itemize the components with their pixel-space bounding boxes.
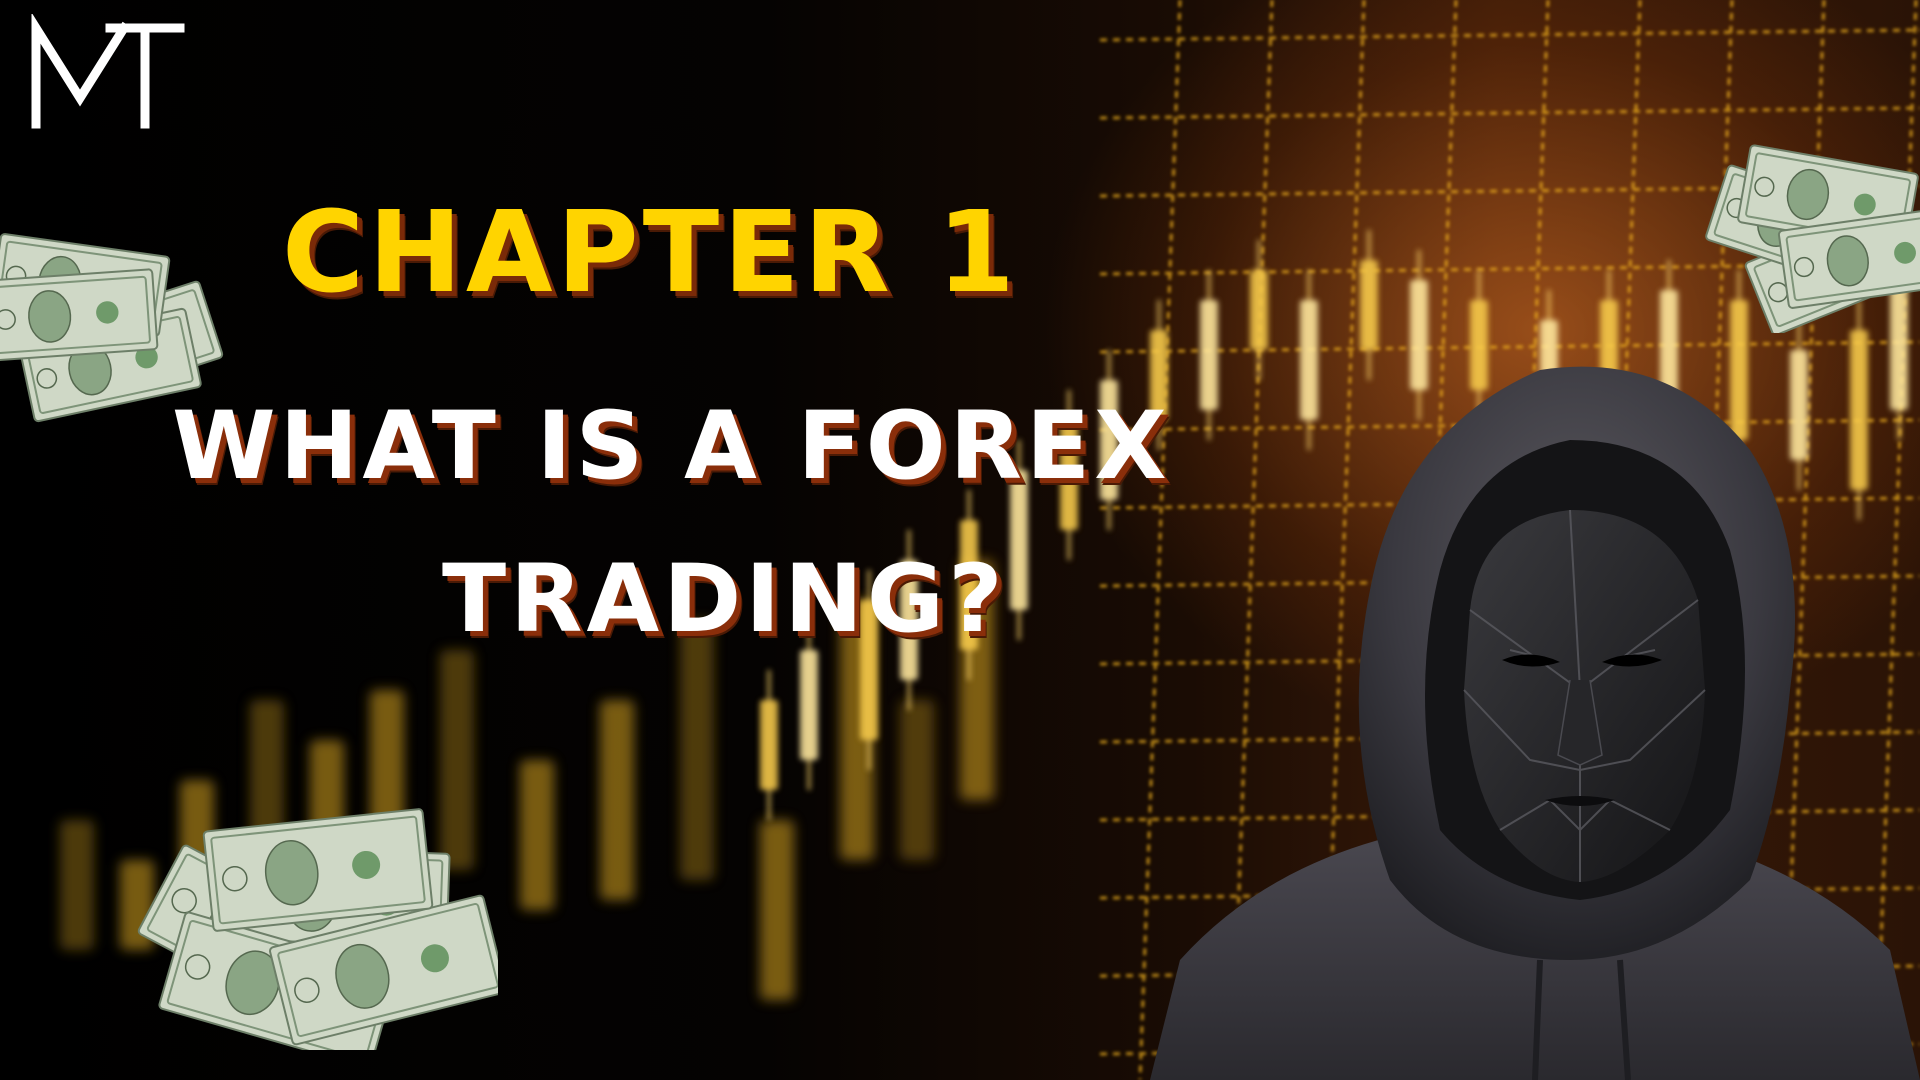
- grid-line: [1099, 28, 1920, 42]
- grid-line: [1099, 652, 1920, 666]
- candle-body: [1010, 470, 1028, 610]
- dollar-bills-icon: [1705, 144, 1920, 333]
- dollar-bill: [1777, 207, 1920, 309]
- candle: [520, 760, 554, 910]
- candle-body: [1100, 380, 1118, 500]
- grid-line: [1099, 340, 1920, 354]
- grid-line: [1099, 418, 1920, 432]
- candle: [600, 700, 634, 900]
- grid-line: [1230, 0, 1274, 1080]
- candle-body: [960, 520, 978, 650]
- headline-line-1: WHAT IS A FOREX: [172, 392, 1171, 501]
- grid-line: [1138, 0, 1182, 1080]
- candle: [680, 620, 714, 880]
- candle-body: [900, 560, 918, 680]
- candle: [760, 820, 794, 1000]
- candle-body: [1060, 420, 1078, 530]
- candle-body: [1790, 350, 1808, 460]
- candle-body: [1360, 260, 1378, 350]
- candle-body: [1200, 300, 1218, 410]
- grid-line: [1099, 106, 1920, 120]
- candle-body: [760, 700, 778, 790]
- mt-logo: [31, 14, 185, 129]
- dollar-bills-icon: [0, 233, 224, 423]
- candle-body: [1410, 280, 1428, 390]
- grid-line: [1099, 184, 1920, 198]
- candle-body: [1250, 270, 1268, 350]
- candle-body: [1890, 270, 1908, 410]
- dollar-bill: [0, 268, 159, 362]
- grid-line: [1099, 262, 1920, 276]
- candle-body: [1730, 300, 1748, 440]
- dollar-bill: [269, 894, 498, 1046]
- grid-line: [1874, 0, 1918, 1080]
- headline-line-2: TRADING?: [442, 545, 1007, 654]
- dollar-bill: [202, 808, 434, 932]
- candle-body: [860, 600, 878, 740]
- candle-body: [1300, 300, 1318, 420]
- candle-body: [1470, 300, 1488, 390]
- candle-body: [1850, 330, 1868, 490]
- candle: [900, 700, 934, 860]
- grid-line: [1099, 574, 1920, 588]
- candle-body: [800, 650, 818, 760]
- grid-line: [1099, 496, 1920, 510]
- candle-body: [1660, 290, 1678, 400]
- chapter-title: CHAPTER 1: [282, 188, 1019, 318]
- grid-line: [1099, 730, 1920, 744]
- candle: [60, 820, 94, 950]
- dollar-bills-icon: [137, 808, 498, 1050]
- candle: [440, 650, 474, 870]
- grid-line: [1099, 886, 1920, 900]
- grid-line: [1099, 808, 1920, 822]
- hooded-masked-figure-icon: [1150, 366, 1920, 1080]
- candle-body: [1150, 330, 1168, 420]
